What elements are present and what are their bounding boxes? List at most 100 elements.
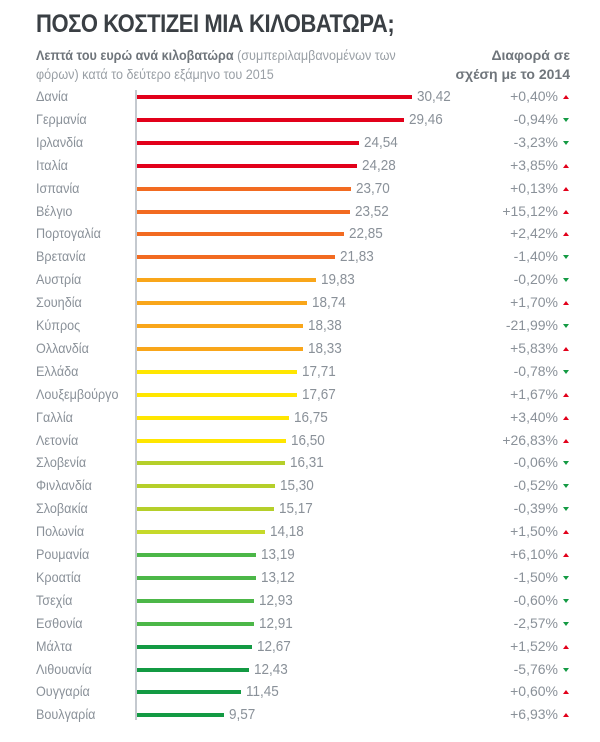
bar-row: Πολωνία 14,18 +1,50% <box>0 521 600 543</box>
bar-row: Ουγγαρία 11,45 +0,60% <box>0 681 600 703</box>
bar-row: Σλοβακία 15,17 -0,39% <box>0 498 600 520</box>
category-label: Πολωνία <box>36 523 85 540</box>
arrow-down-icon <box>563 140 569 145</box>
category-label: Ισπανία <box>36 179 80 196</box>
value-label: 24,54 <box>364 133 398 151</box>
diff-label: +0,60% <box>510 683 558 700</box>
arrow-down-icon <box>563 598 569 603</box>
category-label: Βρετανία <box>36 248 86 265</box>
subtitle-rest: (συμπεριλαμβανομένων των φόρων) κατά το … <box>36 47 396 82</box>
category-label: Βέλγιο <box>36 202 73 219</box>
arrow-down-icon <box>563 278 569 283</box>
diff-label: +0,40% <box>510 88 558 104</box>
chart-subtitle: Λεπτά του ευρώ ανά κιλοβατώρα (συμπεριλα… <box>36 46 396 84</box>
diff-label: -0,06% <box>513 454 558 471</box>
value-label: 9,57 <box>228 706 255 724</box>
bar-row: Ιταλία 24,28 +3,85% <box>0 155 600 177</box>
bar-row: Ιρλανδία 24,54 -3,23% <box>0 132 600 154</box>
bar-row: Αυστρία 19,83 -0,20% <box>0 269 600 291</box>
value-label: 23,52 <box>354 202 389 220</box>
category-label: Λετονία <box>36 431 79 448</box>
bar <box>137 117 404 122</box>
value-label: 30,42 <box>417 88 452 105</box>
arrow-down-icon <box>563 461 569 466</box>
category-label: Σλοβενία <box>36 454 87 471</box>
diff-header-line1: Διαφορά σε <box>491 47 570 63</box>
bar <box>137 278 317 283</box>
diff-label: +0,13% <box>510 179 558 196</box>
category-label: Ρουμανία <box>36 546 90 562</box>
value-label: 24,28 <box>361 156 396 174</box>
bar <box>137 644 252 649</box>
category-label: Γερμανία <box>36 110 87 127</box>
value-label: 18,38 <box>308 317 343 334</box>
bar <box>137 232 344 237</box>
arrow-up-icon <box>563 301 569 306</box>
diff-header: Διαφορά σε σχέση με το 2014 <box>455 46 570 84</box>
diff-label: -0,94% <box>513 110 558 127</box>
category-label: Κροατία <box>36 568 81 585</box>
arrow-up-icon <box>563 209 569 214</box>
category-label: Σουηδία <box>36 294 82 311</box>
diff-label: -21,99% <box>505 317 558 333</box>
diff-label: +15,12% <box>502 202 558 219</box>
bar-row: Ελλάδα 17,71 -0,78% <box>0 361 600 383</box>
value-label: 18,33 <box>307 339 342 357</box>
bar <box>137 507 275 512</box>
bar-row: Βουλγαρία 9,57 +6,93% <box>0 704 600 726</box>
category-label: Δανία <box>36 88 69 104</box>
value-label: 12,67 <box>256 637 291 655</box>
value-label: 17,67 <box>301 385 336 403</box>
bar-row: Γαλλία 16,75 +3,40% <box>0 407 600 429</box>
arrow-down-icon <box>563 255 569 260</box>
subtitle-bold: Λεπτά του ευρώ ανά κιλοβατώρα <box>36 47 234 63</box>
bar <box>137 530 266 535</box>
arrow-up-icon <box>563 415 569 420</box>
category-label: Γαλλία <box>36 408 73 425</box>
diff-label: +1,67% <box>510 385 558 402</box>
bar <box>137 392 297 397</box>
bar <box>137 209 350 214</box>
diff-label: -1,40% <box>513 248 558 265</box>
value-label: 15,17 <box>279 500 314 518</box>
value-label: 16,50 <box>291 431 326 449</box>
bar-row: Κροατία 13,12 -1,50% <box>0 567 600 589</box>
bar-row: Δανία 30,42 +0,40% <box>0 86 600 108</box>
arrow-up-icon <box>563 346 569 351</box>
bar <box>137 95 413 99</box>
category-label: Φινλανδία <box>36 477 92 494</box>
arrow-down-icon <box>563 507 569 512</box>
value-label: 17,71 <box>302 362 337 380</box>
diff-label: -0,20% <box>513 271 558 288</box>
bar <box>137 324 304 328</box>
value-label: 16,75 <box>293 408 328 426</box>
value-label: 23,70 <box>356 179 391 197</box>
category-label: Σλοβακία <box>36 500 88 517</box>
value-label: 29,46 <box>408 110 443 128</box>
arrow-up-icon <box>563 163 569 168</box>
category-label: Ιρλανδία <box>36 133 84 150</box>
arrow-up-icon <box>563 438 569 443</box>
bar-row: Σουηδία 18,74 +1,70% <box>0 292 600 314</box>
category-label: Ουγγαρία <box>36 683 90 700</box>
diff-label: +26,83% <box>502 431 558 448</box>
bar-row: Σλοβενία 16,31 -0,06% <box>0 452 600 474</box>
arrow-down-icon <box>563 117 569 122</box>
arrow-up-icon <box>563 186 569 191</box>
bar <box>137 369 298 374</box>
arrow-down-icon <box>563 369 569 374</box>
bar-row: Λιθουανία 12,43 -5,76% <box>0 659 600 681</box>
value-label: 12,93 <box>259 591 293 609</box>
bar <box>137 346 303 351</box>
arrow-down-icon <box>563 621 569 626</box>
bar-row: Ρουμανία 13,19 +6,10% <box>0 544 600 566</box>
value-label: 22,85 <box>348 225 383 243</box>
arrow-up-icon <box>563 392 569 397</box>
diff-label: -1,50% <box>513 568 558 585</box>
diff-label: +3,40% <box>510 408 558 425</box>
bar-row: Εσθονία 12,91 -2,57% <box>0 613 600 635</box>
arrow-down-icon <box>563 575 569 580</box>
category-label: Μάλτα <box>36 637 73 654</box>
bar <box>137 484 276 489</box>
diff-label: +1,70% <box>510 294 558 311</box>
